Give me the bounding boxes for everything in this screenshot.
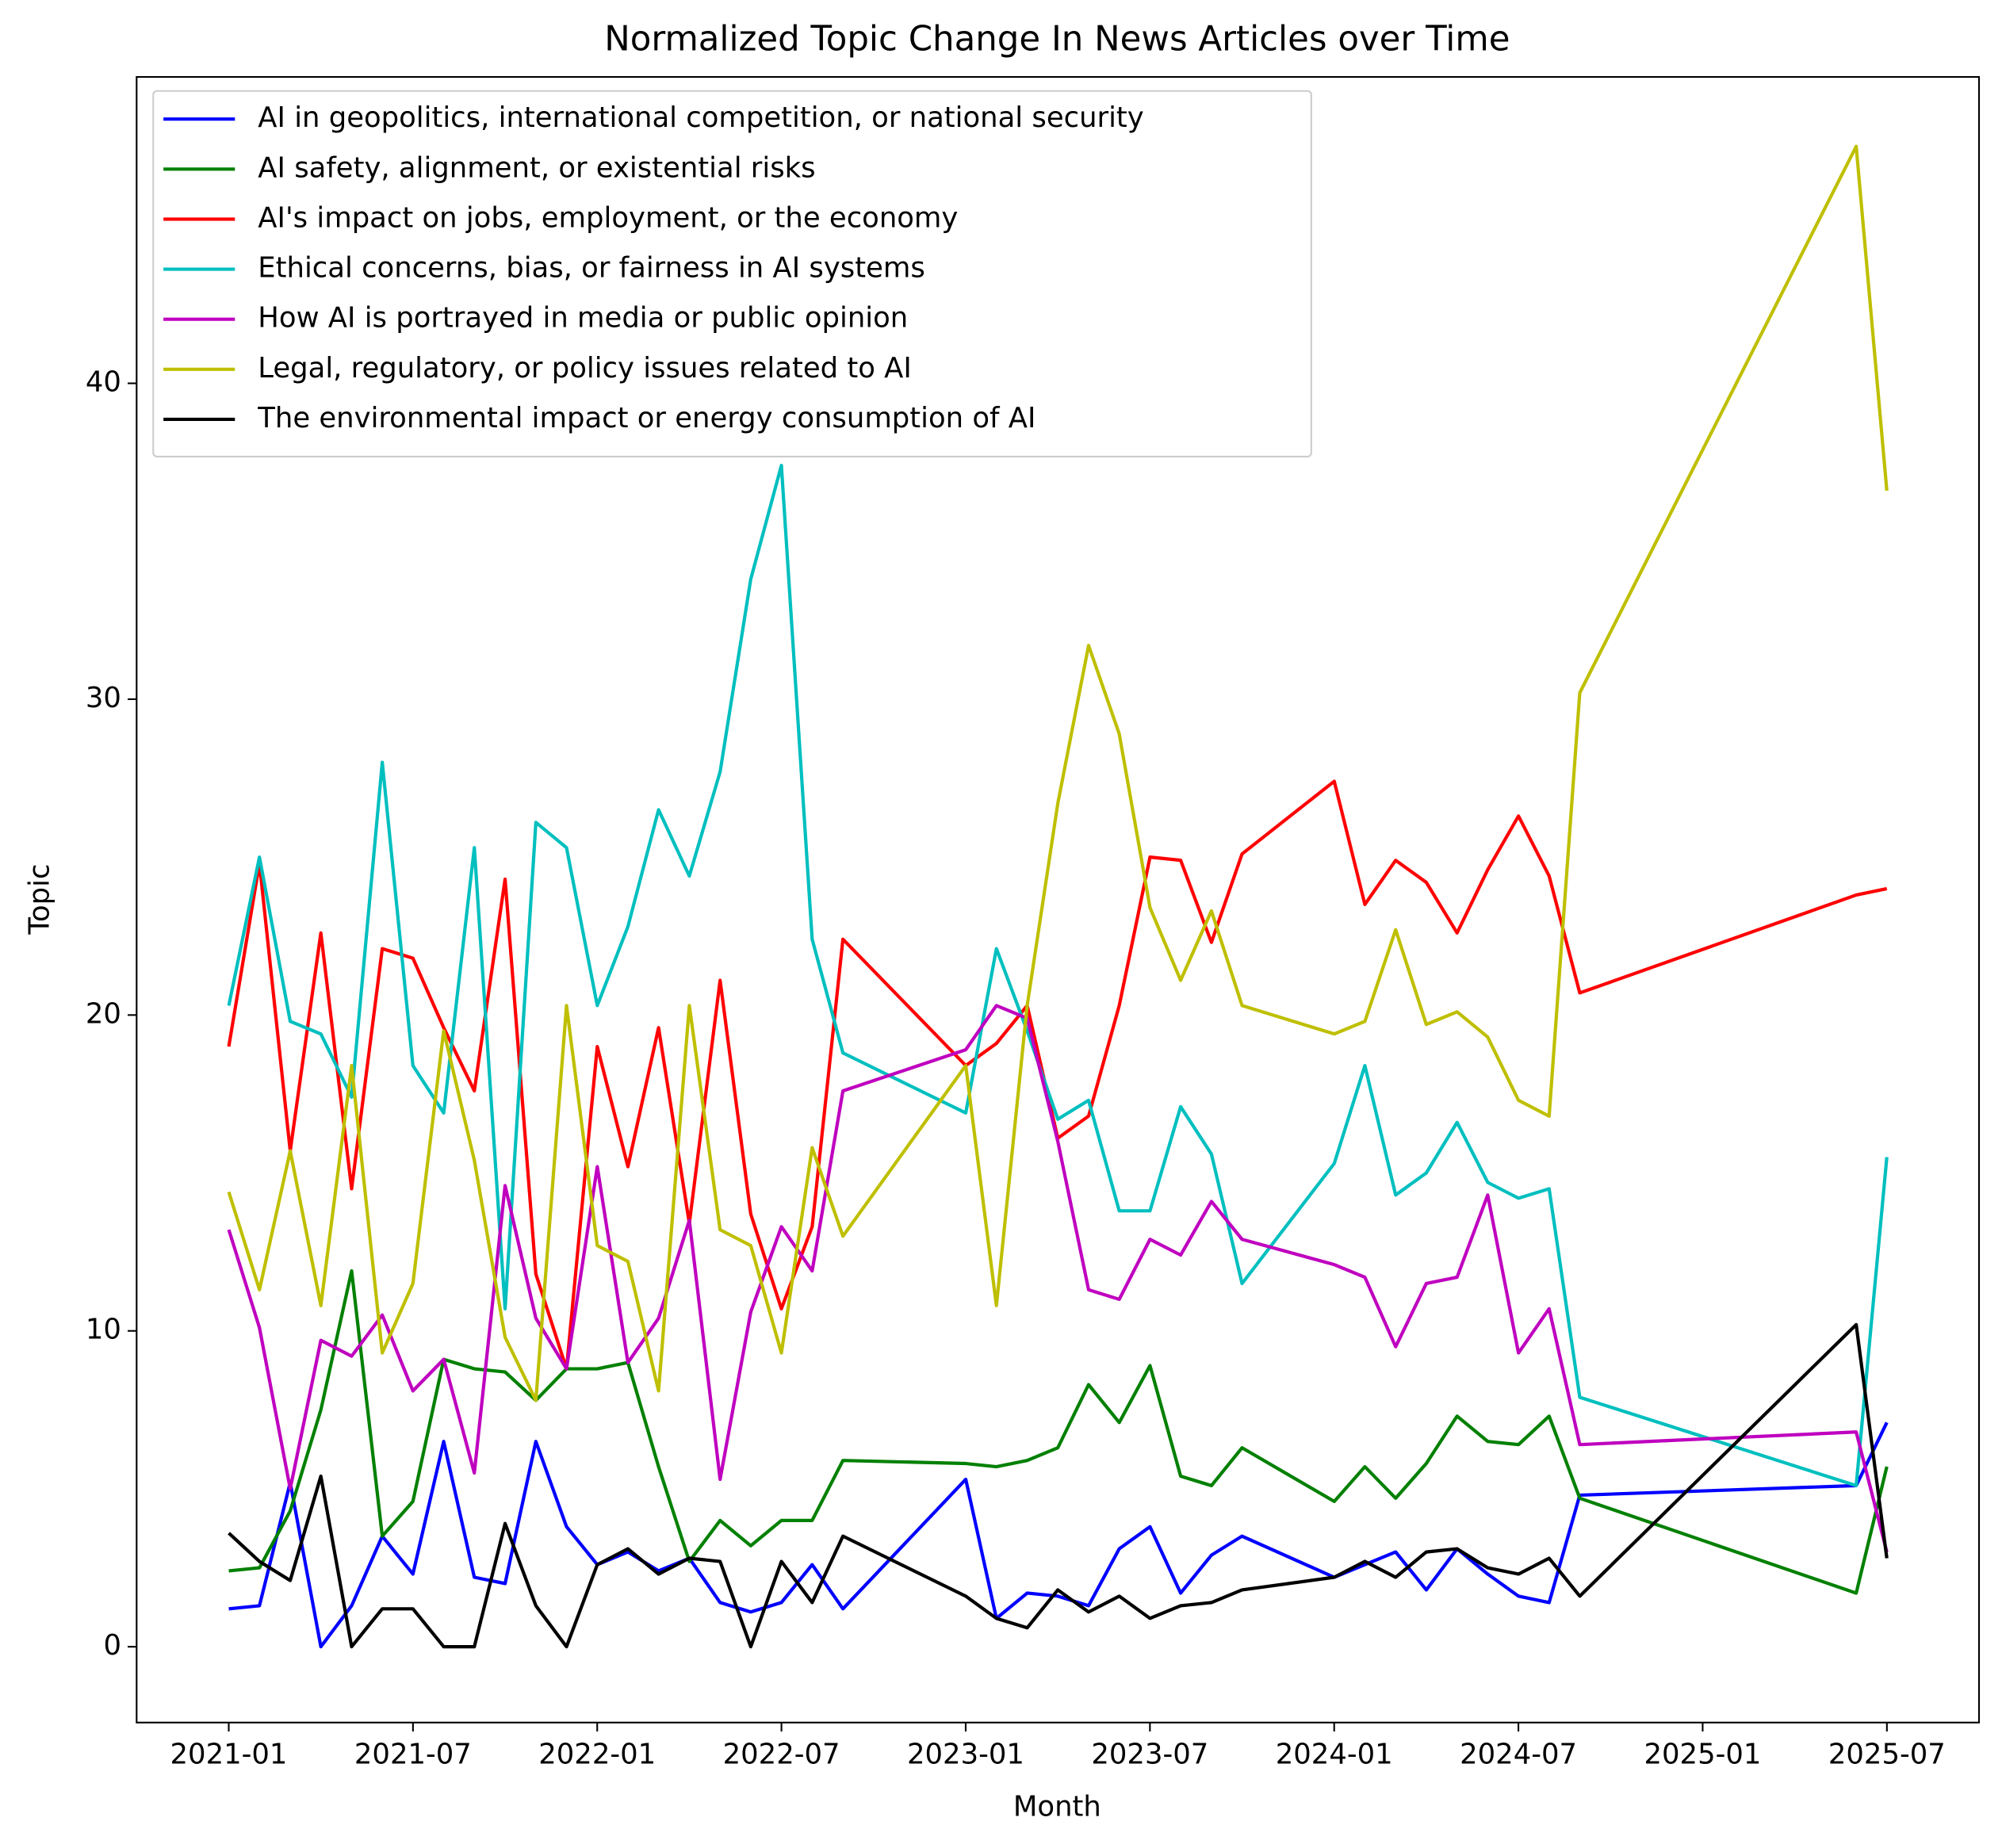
x-axis-label: Month	[1013, 1791, 1101, 1823]
x-tick-label: 2022-07	[723, 1739, 840, 1771]
series-line	[228, 1322, 1889, 1649]
legend-label: The environmental impact or energy consu…	[257, 402, 1035, 434]
legend-label: AI safety, alignment, or existential ris…	[258, 151, 815, 184]
series-line	[228, 1268, 1889, 1595]
x-tick-label: 2025-01	[1644, 1739, 1761, 1771]
legend-label: How AI is portrayed in media or public o…	[258, 302, 908, 335]
y-tick-label: 0	[103, 1629, 121, 1662]
x-tick-label: 2023-07	[1091, 1739, 1208, 1771]
legend-label: Legal, regulatory, or policy issues rela…	[258, 352, 912, 385]
series-line	[228, 1421, 1889, 1649]
x-tick-label: 2023-01	[907, 1739, 1024, 1771]
y-tick-label: 10	[86, 1314, 121, 1346]
series-line	[227, 463, 1889, 1487]
series-line	[227, 779, 1888, 1371]
series-line	[227, 144, 1889, 1402]
x-tick-label: 2021-07	[354, 1739, 472, 1771]
x-tick-label: 2024-01	[1276, 1739, 1393, 1771]
x-tick-label: 2025-07	[1828, 1739, 1946, 1771]
x-tick-label: 2024-07	[1460, 1739, 1577, 1771]
legend-box	[152, 90, 1312, 458]
plot-frame	[136, 75, 1981, 1724]
y-tick-label: 40	[86, 366, 121, 399]
y-tick-label: 20	[86, 997, 121, 1030]
y-tick-label: 30	[86, 682, 121, 714]
y-axis-label: Topic	[24, 864, 56, 935]
legend-label: AI's impact on jobs, employment, or the …	[258, 201, 958, 234]
legend-label: AI in geopolitics, international competi…	[258, 101, 1143, 134]
x-tick-label: 2022-01	[538, 1739, 656, 1771]
chart-title: Normalized Topic Change In News Articles…	[604, 19, 1510, 59]
x-tick-label: 2021-01	[170, 1739, 288, 1771]
series-line	[227, 1004, 1889, 1553]
legend-label: Ethical concerns, bias, or fairness in A…	[258, 252, 925, 285]
